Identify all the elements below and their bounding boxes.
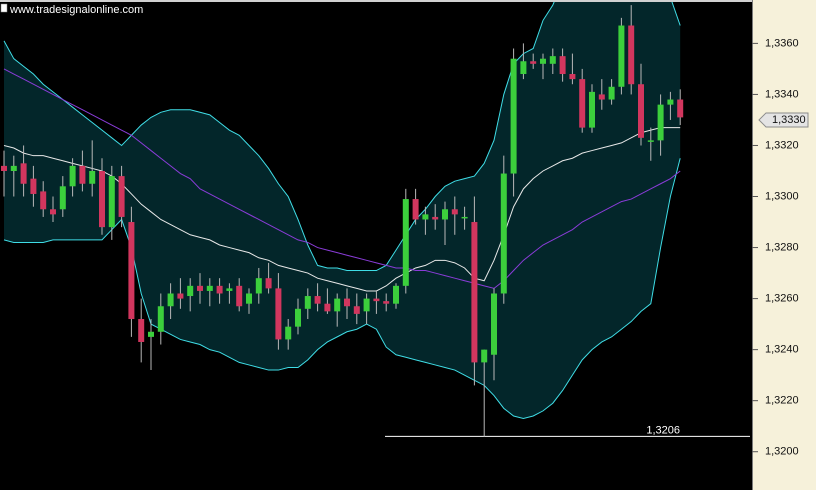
candle-body <box>677 99 684 118</box>
candle-body <box>442 209 448 220</box>
candle-body <box>118 176 125 217</box>
candle-body <box>589 91 595 128</box>
candle-body <box>344 298 350 307</box>
candle-body <box>167 293 174 307</box>
candle-body <box>481 349 488 363</box>
y-tick-label: 1,3280 <box>765 241 799 253</box>
candle-body <box>422 214 429 220</box>
candle-body <box>40 191 47 210</box>
candle-body <box>353 306 360 314</box>
last-price-tag <box>758 112 809 128</box>
candle-body <box>412 199 419 220</box>
candle-body <box>373 298 380 302</box>
plot-area: 1,3206 <box>1 0 750 437</box>
candle-body <box>510 58 517 174</box>
candle-body <box>79 165 86 184</box>
price-axis: 1,3200 1,3220 1,3240 1,3260 1,3280 1,3300 1,33… <box>752 37 809 458</box>
candle-body <box>206 285 213 291</box>
candle-body <box>138 319 145 342</box>
candle-body <box>432 216 439 220</box>
candle-body <box>197 285 203 291</box>
candle-body <box>667 99 674 105</box>
candle-body <box>30 178 37 194</box>
y-tick-label: 1,3300 <box>765 190 799 202</box>
candle-body <box>393 285 399 304</box>
candle-body <box>451 209 458 215</box>
candle-body <box>216 285 223 294</box>
last-price-label: 1,3330 <box>772 114 806 126</box>
candle-body <box>549 56 556 64</box>
annotation-label: 1,3206 <box>646 424 680 436</box>
candle-body <box>402 199 409 286</box>
candle-body <box>50 209 56 215</box>
candle-body <box>265 278 272 289</box>
candle-body <box>99 170 105 228</box>
candle-body <box>10 165 17 171</box>
candle-body <box>236 285 243 307</box>
candle-body <box>500 173 507 294</box>
candle-body <box>314 296 321 304</box>
candle-body <box>608 86 615 100</box>
candle-body <box>647 140 654 142</box>
candle-body <box>128 222 135 320</box>
y-tick-label: 1,3260 <box>765 293 799 305</box>
candle-body <box>383 301 390 304</box>
candle-body <box>148 331 154 337</box>
candle-body <box>69 165 76 187</box>
candle-body <box>579 79 586 128</box>
candle-body <box>618 25 625 87</box>
candle-body <box>89 170 96 184</box>
candle-body <box>491 293 497 355</box>
candle-body <box>628 25 635 85</box>
candle-body <box>638 84 644 138</box>
candle-body <box>559 56 566 75</box>
overlay-line <box>3 68 681 289</box>
candle-body <box>334 298 341 312</box>
candle-body <box>304 296 311 309</box>
watermark: www.tradesignalonline.com <box>9 4 143 16</box>
y-tick-label: 1,3240 <box>765 344 799 356</box>
candle-body <box>59 186 66 210</box>
candle-body <box>471 222 478 363</box>
candle-body <box>295 308 301 327</box>
watermark-icon <box>0 3 8 13</box>
candle-body <box>520 61 527 75</box>
candle-body <box>461 216 468 219</box>
candle-body <box>324 303 331 312</box>
candle-body <box>108 176 115 228</box>
candle-body <box>157 306 164 332</box>
y-tick-label: 1,3340 <box>765 88 799 100</box>
y-tick-label: 1,3200 <box>765 446 799 458</box>
price-axis-panel <box>752 0 816 490</box>
y-tick-label: 1,3220 <box>765 395 799 407</box>
candle-body <box>187 285 194 297</box>
candle-body <box>226 288 233 291</box>
candle-body <box>246 293 252 304</box>
candle-body <box>540 58 546 64</box>
candle-body <box>20 163 27 184</box>
candle-body <box>363 298 370 312</box>
overlay-line <box>3 158 681 420</box>
candle-body <box>657 104 664 141</box>
candle-body <box>177 293 184 299</box>
candle-body <box>1 165 7 171</box>
candle-body <box>530 61 537 64</box>
overlay-line <box>3 127 681 292</box>
overlay-line <box>3 0 681 272</box>
candle-body <box>569 74 576 80</box>
candle-body <box>275 288 282 340</box>
y-tick-label: 1,3320 <box>765 139 799 151</box>
candle-body <box>285 326 292 340</box>
candle-body <box>255 278 262 294</box>
candle-body <box>598 94 605 100</box>
y-tick-label: 1,3360 <box>765 37 799 49</box>
